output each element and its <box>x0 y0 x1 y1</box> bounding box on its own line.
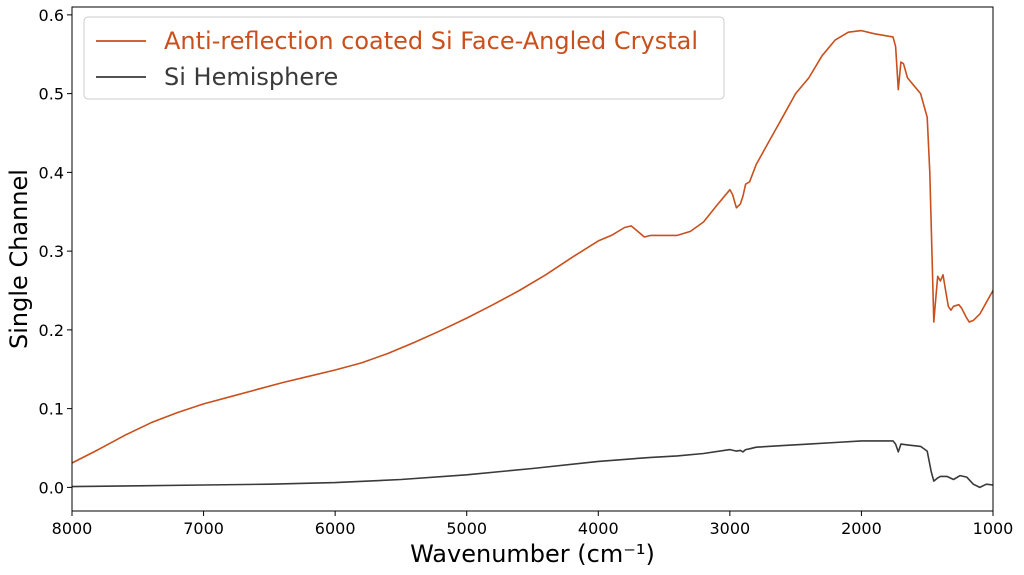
series-line-coated-crystal <box>71 29 994 464</box>
y-axis-title: Single Channel <box>5 169 33 349</box>
x-tick-label: 5000 <box>446 519 487 538</box>
legend-label-coated-crystal: Anti-reflection coated Si Face-Angled Cr… <box>164 27 698 55</box>
legend-label-si-hemisphere: Si Hemisphere <box>164 63 338 91</box>
y-tick-label: 0.2 <box>39 321 64 340</box>
legend-box <box>83 16 725 100</box>
y-tick-label: 0.6 <box>39 6 64 25</box>
y-tick-label: 0.5 <box>39 85 64 104</box>
x-tick-label: 2000 <box>841 519 882 538</box>
x-tick-label: 1000 <box>973 519 1014 538</box>
x-tick-label: 3000 <box>709 519 750 538</box>
series-line-si-hemisphere <box>71 440 994 489</box>
y-axis-ticks: 0.0 0.1 0.2 0.3 0.4 0.5 0.6 <box>39 6 72 497</box>
legend: Anti-reflection coated Si Face-Angled Cr… <box>83 16 725 100</box>
y-tick-label: 0.3 <box>39 242 64 261</box>
y-tick-label: 0.0 <box>39 478 64 497</box>
series-layer <box>71 29 994 489</box>
x-tick-label: 4000 <box>578 519 619 538</box>
y-tick-label: 0.4 <box>39 163 64 182</box>
plot-frame <box>71 6 994 512</box>
x-tick-label: 8000 <box>52 519 93 538</box>
x-axis-title: Wavenumber (cm⁻¹) <box>410 540 655 568</box>
x-tick-label: 7000 <box>183 519 224 538</box>
y-tick-label: 0.1 <box>39 400 64 419</box>
x-tick-label: 6000 <box>315 519 356 538</box>
x-axis-ticks: 8000 7000 6000 5000 4000 3000 2000 1000 <box>52 511 1014 538</box>
